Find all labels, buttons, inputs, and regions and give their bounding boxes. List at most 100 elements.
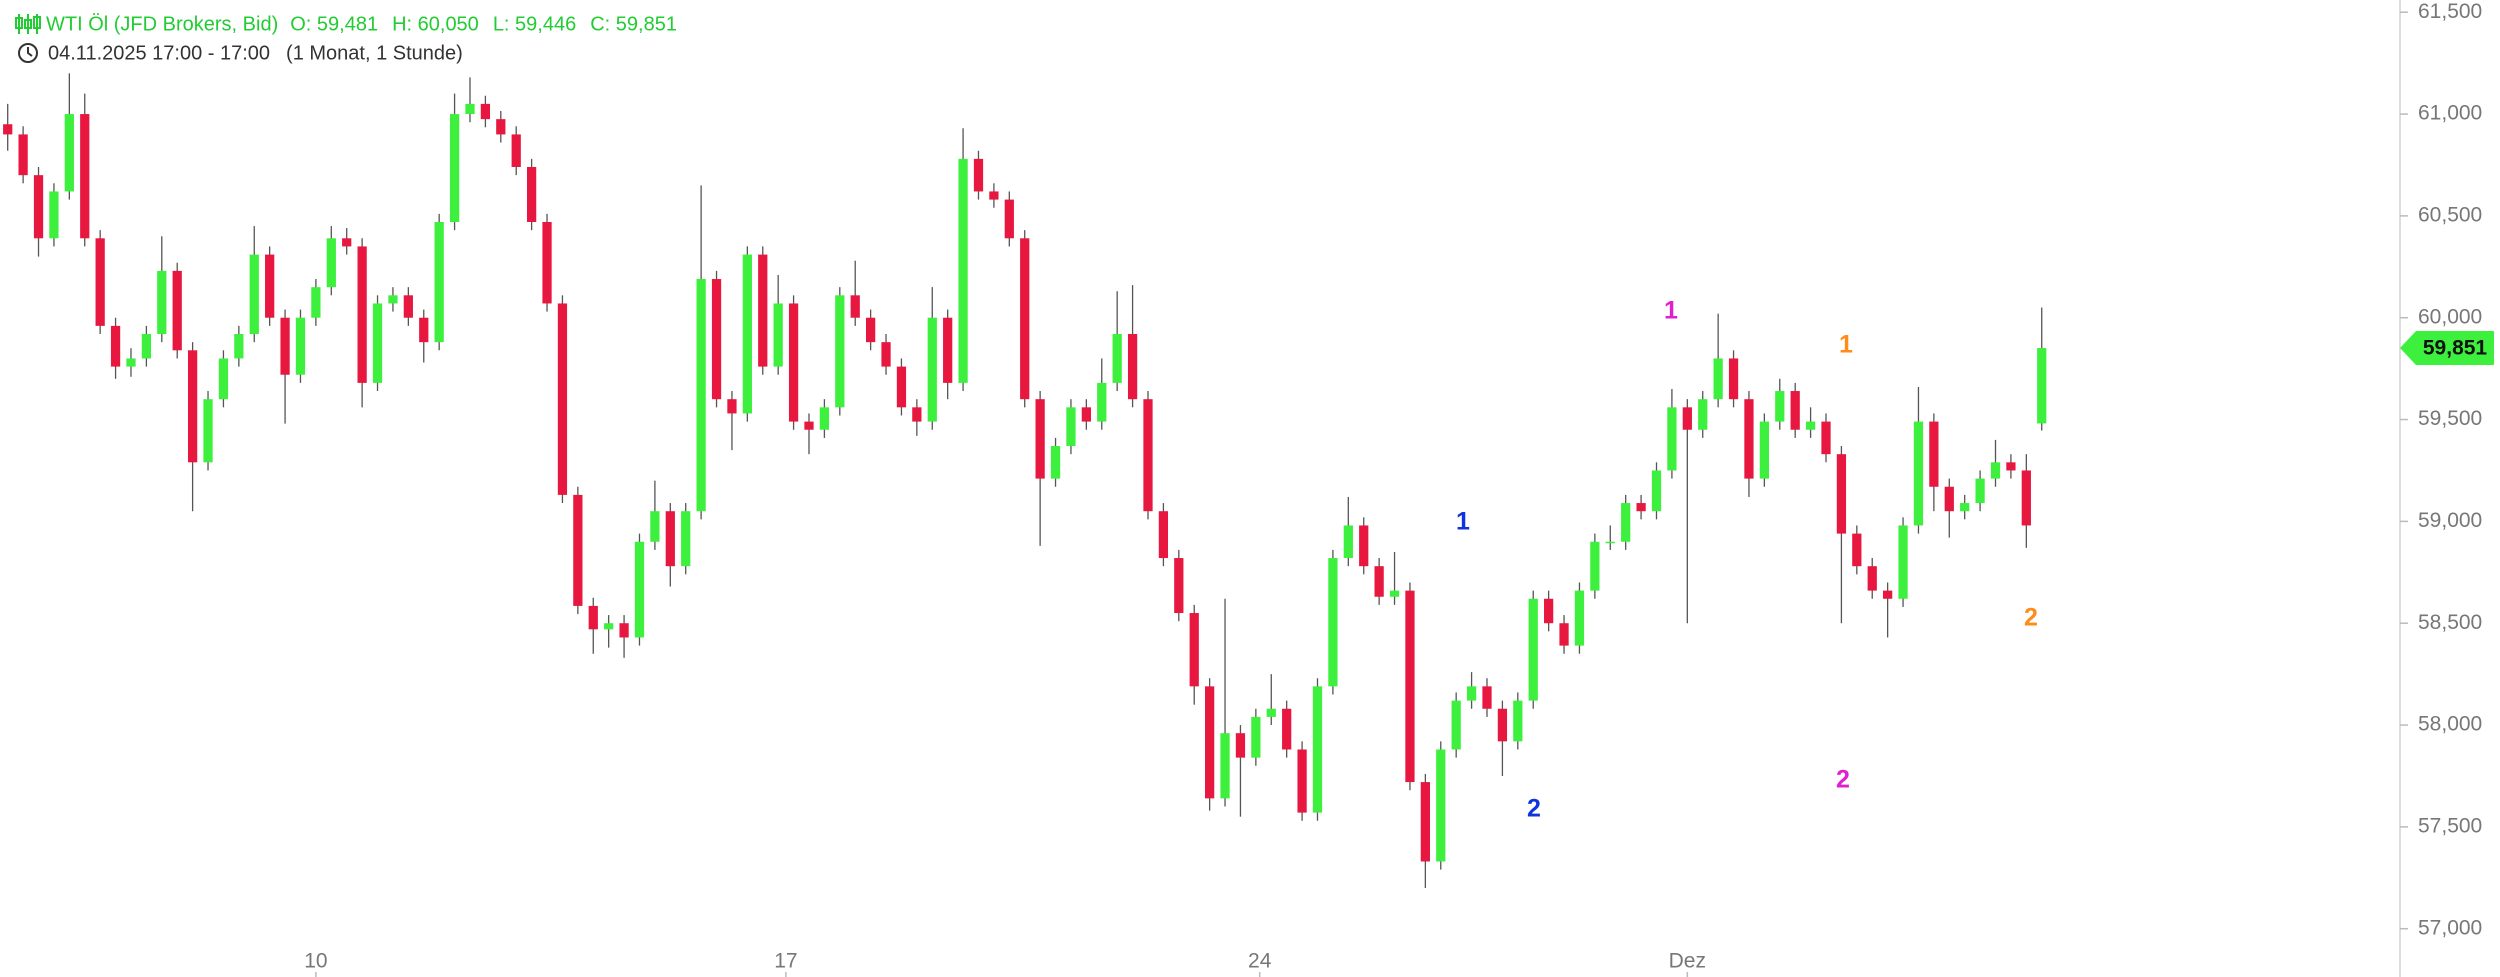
candle-body <box>434 221 444 343</box>
candle-body <box>157 270 167 335</box>
candle-body <box>1574 590 1585 646</box>
wave-label: 1 <box>1839 331 1853 359</box>
candle-body <box>958 158 968 383</box>
y-tick-label: 60,000 <box>2418 305 2482 328</box>
candle-body <box>465 103 475 115</box>
candle-body <box>18 134 28 176</box>
candle-body <box>1960 503 1970 512</box>
candle-body <box>1728 358 1739 400</box>
candle-body <box>1466 686 1477 701</box>
wave-label: 2 <box>1836 766 1850 794</box>
candle-body <box>1112 334 1122 383</box>
candle-body <box>280 317 290 375</box>
candle-body <box>1667 407 1677 471</box>
candle-body <box>604 623 614 630</box>
candle-body <box>943 317 953 383</box>
candle-body <box>1805 421 1816 430</box>
candle-body <box>3 124 13 135</box>
candle-body <box>526 167 537 222</box>
ohlc-label: O: 59,481 <box>290 13 378 35</box>
last-price-tag <box>2400 331 2494 366</box>
candle-body <box>1698 399 1708 430</box>
candle-body <box>1713 358 1723 400</box>
candle-body <box>989 191 999 200</box>
candle-body <box>419 317 429 343</box>
candle-body <box>1420 782 1430 862</box>
candle-body <box>1343 525 1353 559</box>
candle-body <box>172 270 182 351</box>
symbol-icon <box>15 14 41 34</box>
candle-body <box>804 421 814 430</box>
candle-body <box>1682 407 1692 430</box>
candle-body <box>49 191 59 239</box>
candle-body <box>1020 238 1030 400</box>
candle-body <box>141 334 152 359</box>
candle-body <box>634 541 645 638</box>
candle-body <box>1374 566 1384 597</box>
candle-body <box>480 103 491 120</box>
candle-body <box>1605 541 1615 544</box>
ohlc-label: L: 59,446 <box>493 13 576 35</box>
candle-body <box>912 407 922 422</box>
candle-body <box>249 254 259 335</box>
candle-body <box>1775 391 1785 422</box>
candle-body <box>1328 558 1338 687</box>
candle-body <box>265 254 275 318</box>
y-tick-label: 60,500 <box>2418 203 2482 226</box>
candle-body <box>1497 708 1508 742</box>
candle-body <box>342 238 352 247</box>
period: (1 Monat, 1 Stunde) <box>286 42 463 64</box>
wave-label: 1 <box>1664 297 1678 325</box>
candle-body <box>1436 749 1446 862</box>
candle-body <box>372 303 383 383</box>
candle-body <box>758 254 768 367</box>
candle-body <box>126 358 136 367</box>
candle-body <box>1050 446 1061 479</box>
ohlc-label: C: 59,851 <box>590 13 677 35</box>
candle-body <box>187 350 198 463</box>
candle-body <box>1174 558 1184 614</box>
candle-body <box>727 399 737 414</box>
candle-body <box>1451 700 1461 750</box>
candle-body <box>1359 525 1369 567</box>
candle-body <box>588 605 598 630</box>
candle-body <box>1312 686 1323 813</box>
candle-body <box>1482 686 1492 709</box>
candle-body <box>866 317 876 343</box>
candle-body <box>927 317 937 422</box>
candle-body <box>1852 533 1862 567</box>
last-price-label: 59,851 <box>2423 337 2488 360</box>
candle-body <box>542 221 552 304</box>
candle-body <box>711 279 722 400</box>
candle-body <box>1990 462 2001 479</box>
candle-body <box>896 366 907 408</box>
candle-body <box>1898 525 1908 599</box>
candle-body <box>1405 590 1415 783</box>
candle-body <box>1544 598 1554 624</box>
candle-body <box>110 325 121 367</box>
candle-body <box>1867 566 1877 591</box>
candle-body <box>218 358 229 400</box>
candle-body <box>1097 382 1107 422</box>
y-tick-label: 61,000 <box>2418 102 2482 125</box>
y-tick-label: 59,000 <box>2418 509 2482 532</box>
candle-body <box>1066 407 1076 447</box>
y-tick-label: 57,000 <box>2418 916 2482 939</box>
candle-body <box>1266 708 1276 717</box>
candle-body <box>557 303 568 495</box>
candle-body <box>496 119 506 135</box>
candle-body <box>1251 716 1261 758</box>
x-tick-label: 24 <box>1248 950 1272 973</box>
candle-body <box>1636 503 1646 512</box>
y-tick-label: 58,000 <box>2418 713 2482 736</box>
candle-body <box>1528 598 1538 701</box>
candle-body <box>1035 399 1045 479</box>
candle-body <box>33 175 44 239</box>
candle-body <box>1821 421 1831 455</box>
plot-area <box>3 73 2047 888</box>
candle-body <box>1944 486 1954 512</box>
candle-body <box>681 511 691 567</box>
candle-body <box>1975 478 1985 504</box>
candle-body <box>1744 399 1754 479</box>
